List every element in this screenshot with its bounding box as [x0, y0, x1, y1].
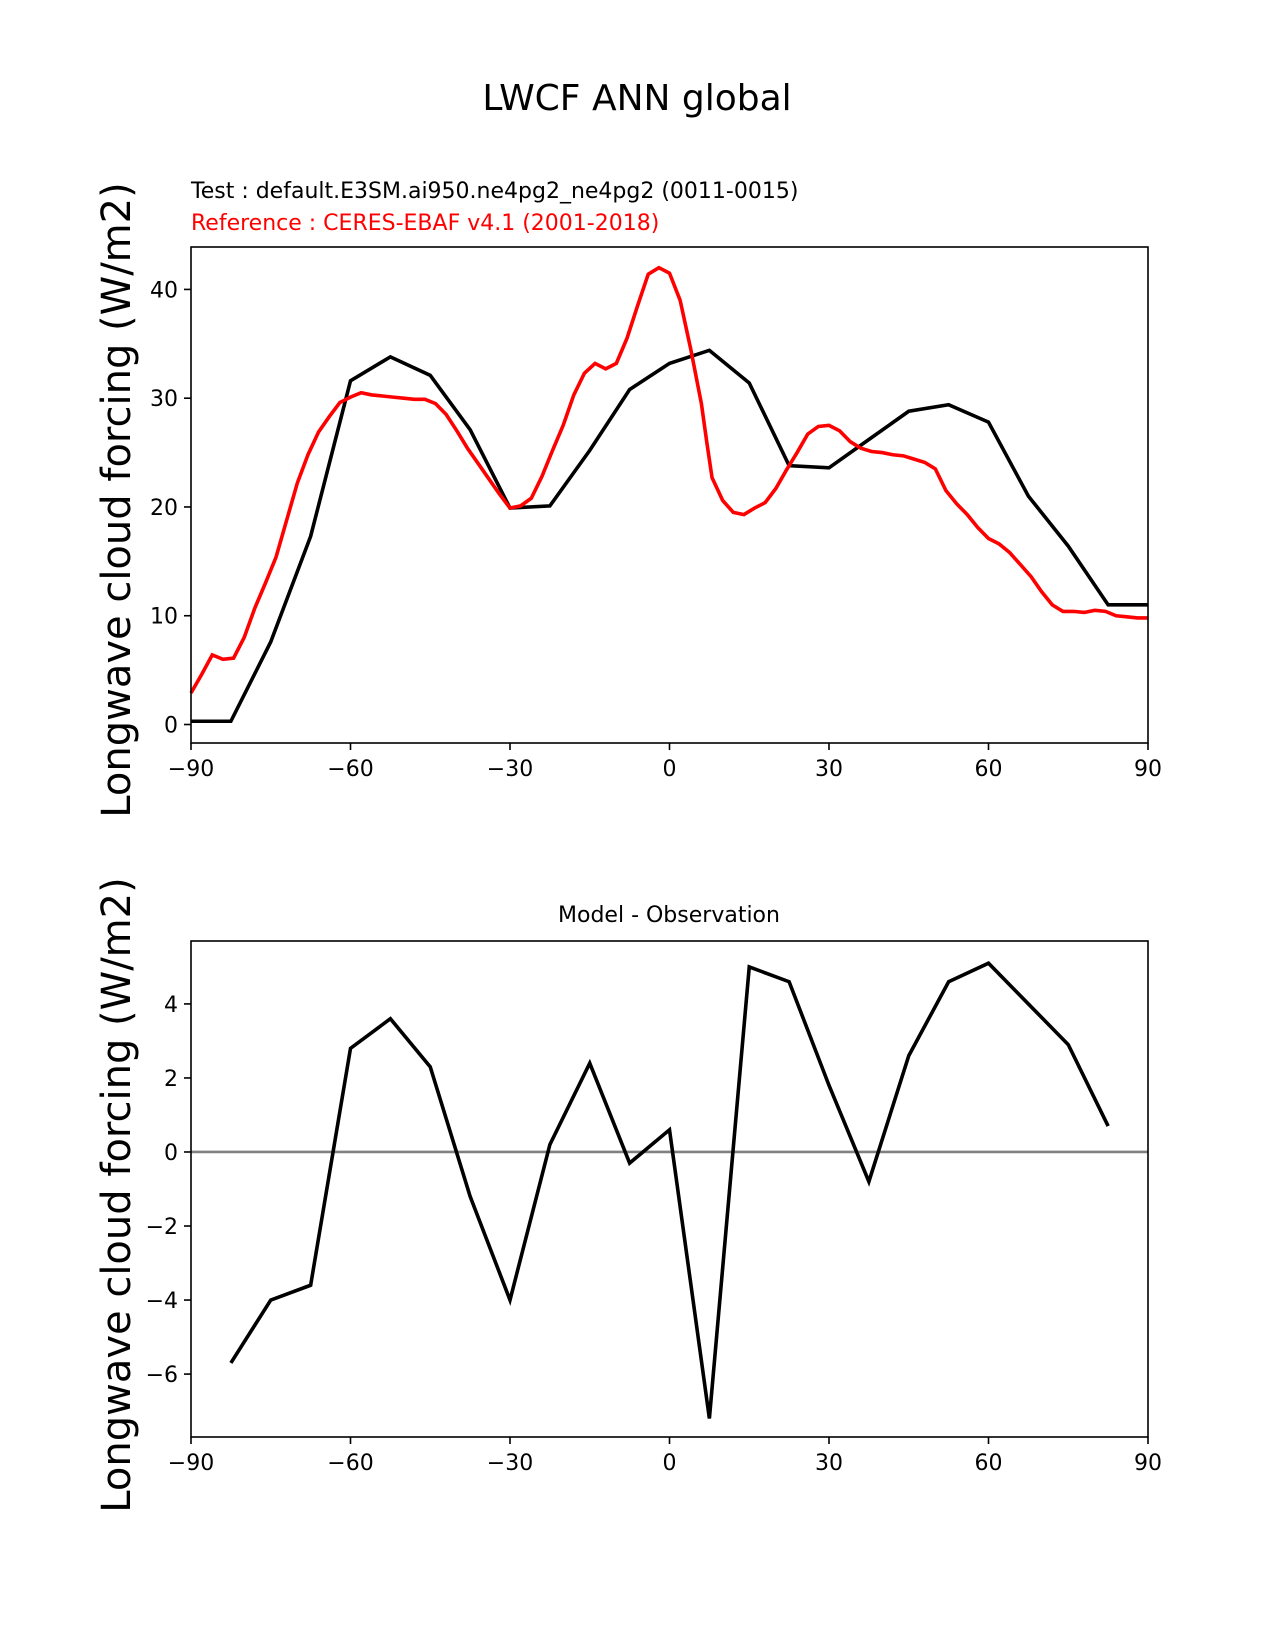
x-tick-label: −30 — [487, 1451, 533, 1476]
y-tick-label: 4 — [164, 993, 178, 1018]
x-tick-label: −90 — [168, 757, 214, 782]
top-panel: Test : default.E3SM.ai950.ne4pg2_ne4pg2 … — [94, 179, 1162, 818]
x-tick-label: −90 — [168, 1451, 214, 1476]
y-tick-label: 40 — [150, 278, 178, 303]
y-tick-label: −6 — [146, 1363, 178, 1388]
x-tick-label: 60 — [975, 1451, 1003, 1476]
y-tick-label: 0 — [164, 1141, 178, 1166]
y-tick-label: 30 — [150, 387, 178, 412]
x-tick-label: −30 — [487, 757, 533, 782]
x-tick-label: 30 — [815, 1451, 843, 1476]
x-tick-label: −60 — [327, 1451, 373, 1476]
x-tick-label: 0 — [663, 1451, 677, 1476]
test-label: Test : default.E3SM.ai950.ne4pg2_ne4pg2 … — [190, 179, 798, 204]
bottom-title: Model - Observation — [558, 903, 780, 928]
series-line-test — [191, 348, 1148, 724]
y-tick-label: −2 — [146, 1215, 178, 1240]
x-tick-label: 0 — [663, 757, 677, 782]
y-tick-label: 10 — [150, 605, 178, 630]
axes-frame — [190, 940, 1149, 1438]
y-tick-label: −4 — [146, 1289, 178, 1314]
top-y-axis-label: Longwave cloud forcing (W/m2) — [94, 182, 140, 817]
bottom-panel: Model - Observation Longwave cloud forci… — [94, 877, 1162, 1512]
series-line-reference — [189, 265, 1148, 694]
bottom-y-axis-label: Longwave cloud forcing (W/m2) — [94, 877, 140, 1512]
x-tick-label: −60 — [327, 757, 373, 782]
y-tick-label: 0 — [164, 714, 178, 739]
y-tick-label: 20 — [150, 496, 178, 521]
x-tick-label: 30 — [815, 757, 843, 782]
x-tick-label: 90 — [1134, 757, 1162, 782]
series-line-model-observation — [229, 961, 1110, 1419]
x-tick-label: 60 — [975, 757, 1003, 782]
x-tick-label: 90 — [1134, 1451, 1162, 1476]
reference-label: Reference : CERES-EBAF v4.1 (2001-2018) — [191, 211, 659, 236]
figure-title: LWCF ANN global — [482, 78, 791, 119]
axes-frame — [190, 246, 1149, 744]
y-tick-label: 2 — [164, 1067, 178, 1092]
